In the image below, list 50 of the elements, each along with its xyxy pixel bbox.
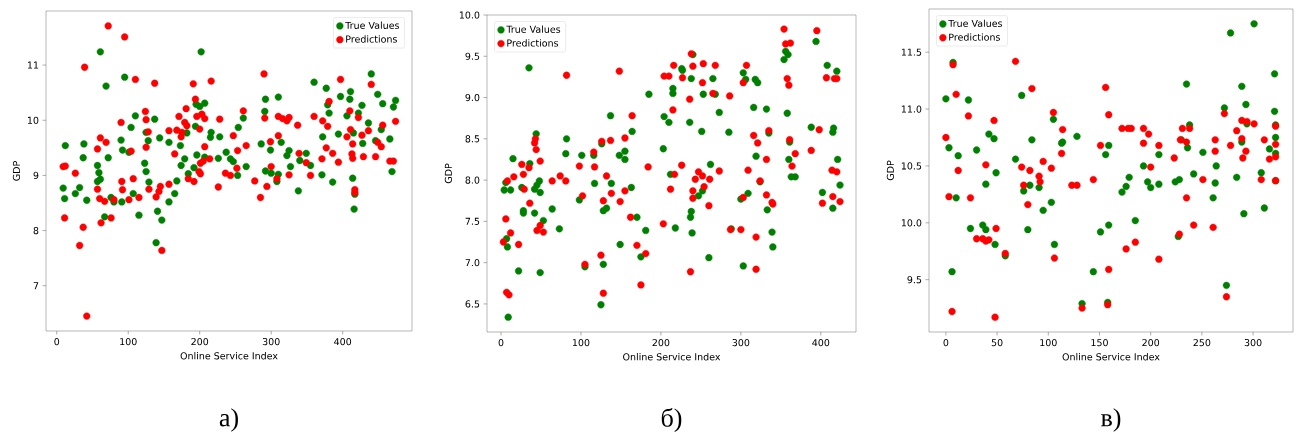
y-tick-label: 9.5 (907, 276, 922, 284)
y-tick-label: 8 (33, 226, 39, 235)
y-tick-label: 7 (33, 282, 39, 290)
y-tick-label: 11.5 (901, 48, 922, 56)
legend-label: Predictions (346, 35, 397, 43)
y-tick-label: 11.0 (901, 105, 922, 113)
y-tick-label: 9.0 (465, 93, 480, 102)
x-tick-label: 400 (812, 339, 830, 347)
y-tick-label: 10.0 (901, 219, 922, 227)
x-axis-title: Online Service Index (1062, 353, 1160, 361)
x-tick-label: 100 (1040, 339, 1057, 347)
x-tick-label: 100 (572, 339, 590, 347)
y-tick-label: 11 (27, 61, 39, 69)
x-tick-label: 400 (334, 338, 352, 346)
y-tick-label: 6.5 (465, 300, 480, 308)
text: в) (1101, 408, 1121, 432)
x-tick-label: 0 (498, 339, 504, 347)
y-tick-label: 9 (33, 171, 39, 180)
y-tick-label: 10.5 (901, 162, 922, 170)
y-axis-title: GDP (886, 160, 894, 181)
x-tick-label: 150 (1091, 339, 1108, 347)
y-tick-label: 9.5 (465, 52, 480, 60)
text: а) (219, 408, 238, 432)
x-tick-label: 200 (1142, 339, 1160, 347)
legend-label: Predictions (507, 39, 559, 47)
y-tick-label: 7.5 (465, 217, 480, 225)
x-tick-label: 100 (120, 338, 137, 346)
y-tick-label: 10.0 (459, 11, 480, 19)
x-tick-label: 200 (652, 339, 670, 347)
x-tick-label: 300 (262, 338, 280, 346)
text: б) (661, 407, 682, 433)
y-tick-label: 8.0 (465, 176, 480, 184)
x-axis-title: Online Service Index (180, 352, 278, 360)
legend-label: True Values (506, 25, 561, 33)
y-tick-label: 10 (27, 116, 39, 124)
y-axis-title: GDP (444, 163, 452, 184)
y-tick-label: 8.5 (465, 135, 480, 143)
x-tick-label: 300 (1244, 339, 1262, 347)
x-tick-label: 50 (991, 339, 1003, 347)
x-tick-label: 0 (54, 338, 60, 346)
legend-label: True Values (345, 21, 400, 29)
legend-label: Predictions (949, 33, 1000, 41)
y-tick-label: 7.0 (465, 259, 480, 267)
x-tick-label: 300 (732, 339, 750, 347)
legend-label: True Values (948, 19, 1003, 28)
y-axis-title: GDP (12, 161, 21, 181)
x-axis-title: Online Service Index (623, 353, 721, 361)
x-tick-label: 0 (943, 339, 949, 347)
x-tick-label: 250 (1193, 339, 1211, 347)
x-tick-label: 200 (191, 338, 209, 346)
